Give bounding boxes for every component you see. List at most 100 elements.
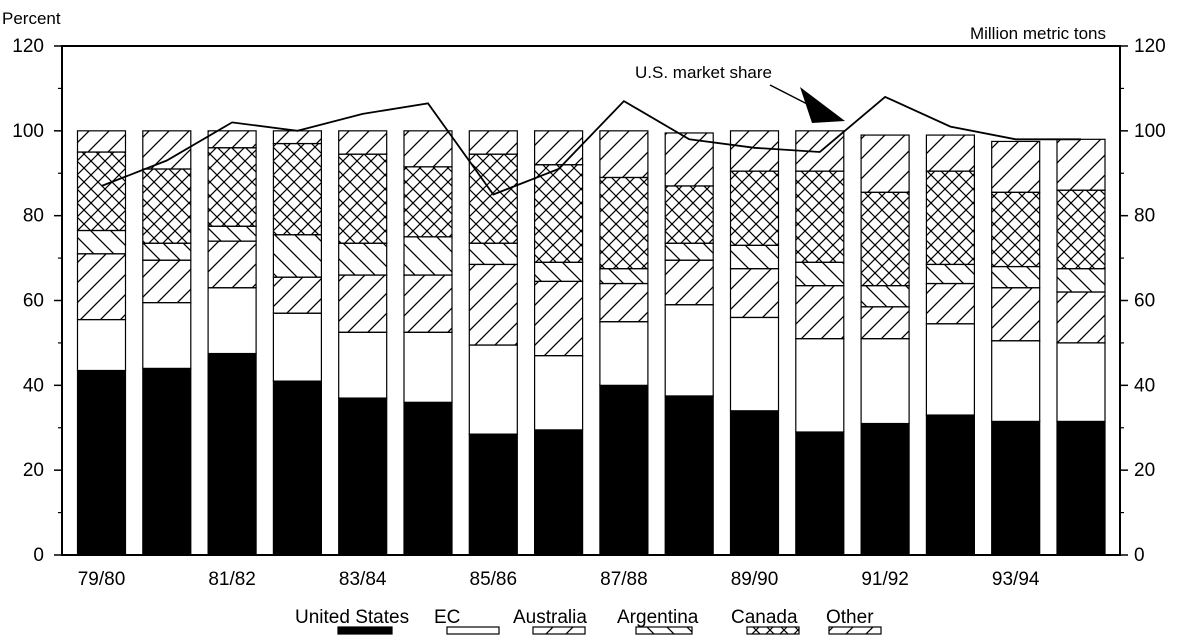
bar-segment-canada-5	[403, 166, 453, 238]
bar-segment-australia-0	[76, 253, 127, 321]
bar-segment-united-states-2	[207, 352, 257, 556]
bar-segment-other-10	[729, 130, 780, 172]
bar-segment-ec-9	[664, 304, 714, 397]
bar-segment-argentina-4	[338, 242, 388, 276]
legend-label-united-states: United States	[295, 607, 409, 628]
bar-segment-canada-7	[533, 164, 584, 263]
bars-layer	[76, 130, 1106, 556]
bar-segment-united-states-12	[860, 422, 910, 556]
bar-segment-other-0	[76, 130, 127, 153]
bar-segment-united-states-6	[468, 433, 518, 556]
bar-segment-australia-5	[403, 274, 453, 333]
bar-segment-argentina-2	[207, 225, 257, 242]
bar-segment-australia-7	[533, 280, 584, 357]
bar-segment-ec-3	[272, 312, 322, 382]
bar-segment-ec-15	[1056, 342, 1106, 422]
bar-segment-ec-8	[599, 321, 649, 386]
axis-ticks: 0 0 20 20 40 40 60 60 80 80 100 100 120 120 79/80 81/82…	[12, 36, 1165, 590]
bar-segment-argentina-10	[729, 244, 780, 270]
bar-segment-argentina-6	[468, 242, 518, 266]
right-tick-label-100: 100	[1134, 121, 1166, 142]
bar-segment-ec-11	[795, 338, 845, 433]
bar-segment-australia-1	[142, 259, 192, 304]
line-layer	[101, 95, 1081, 196]
x-tick-label-83-84: 83/84	[339, 569, 387, 590]
bar-segment-argentina-1	[142, 242, 192, 261]
bar-segment-canada-4	[338, 153, 388, 244]
bar-segment-australia-11	[795, 285, 845, 340]
bar-segment-canada-10	[729, 170, 780, 246]
bar-segment-other-7	[533, 130, 584, 166]
bar-segment-canada-8	[599, 176, 649, 270]
legend-label-argentina: Argentina	[617, 607, 699, 628]
bar-segment-other-6	[468, 130, 518, 155]
bar-segment-ec-0	[76, 318, 127, 372]
bar-segment-united-states-4	[338, 397, 388, 556]
bar-segment-canada-13	[925, 170, 976, 266]
left-tick-label-20: 20	[23, 460, 44, 481]
annotation: U.S. market share	[635, 63, 845, 123]
bar-segment-canada-15	[1056, 189, 1106, 270]
bar-segment-canada-6	[468, 153, 518, 244]
legend-swatch-ec	[446, 626, 500, 635]
bar-segment-argentina-9	[664, 242, 714, 261]
bar-segment-ec-13	[925, 323, 976, 416]
bar-segment-ec-6	[468, 344, 518, 435]
x-tick-label-89-90: 89/90	[731, 569, 779, 590]
bar-segment-ec-1	[142, 302, 192, 369]
bar-segment-argentina-13	[925, 263, 976, 285]
bar-segment-australia-3	[272, 276, 322, 314]
bar-segment-ec-5	[403, 331, 453, 403]
bar-segment-ec-14	[991, 340, 1041, 422]
right-tick-label-20: 20	[1134, 460, 1155, 481]
bar-segment-argentina-0	[76, 229, 127, 255]
bar-segment-ec-4	[338, 331, 388, 399]
bar-segment-united-states-10	[729, 410, 780, 556]
bar-segment-united-states-3	[272, 380, 322, 556]
bar-segment-united-states-0	[76, 369, 127, 556]
bar-segment-argentina-11	[795, 261, 845, 287]
annotation-us-market-share: U.S. market share	[635, 63, 772, 82]
bar-segment-canada-3	[272, 142, 322, 236]
bar-segment-argentina-14	[991, 265, 1041, 289]
bar-segment-australia-10	[729, 268, 780, 319]
left-axis-title: Percent	[2, 9, 61, 28]
bar-segment-other-14	[991, 140, 1041, 193]
bar-segment-other-2	[207, 130, 257, 149]
legend-label-australia: Australia	[513, 607, 587, 628]
bar-segment-ec-10	[729, 316, 780, 412]
right-tick-label-80: 80	[1134, 206, 1155, 227]
left-tick-label-0: 0	[33, 545, 44, 566]
right-tick-label-60: 60	[1134, 291, 1155, 312]
bar-segment-australia-8	[599, 282, 649, 323]
bar-segment-argentina-3	[272, 234, 322, 278]
x-tick-label-91-92: 91/92	[861, 569, 909, 590]
bar-segment-ec-12	[860, 338, 910, 425]
bar-segment-other-13	[925, 134, 976, 172]
bar-segment-united-states-13	[925, 414, 976, 556]
bar-segment-other-5	[403, 130, 453, 168]
bar-segment-australia-6	[468, 263, 518, 346]
x-tick-label-79-80: 79/80	[78, 569, 126, 590]
legend-swatch-other	[828, 626, 882, 635]
bar-segment-united-states-5	[403, 401, 453, 556]
bar-segment-canada-1	[142, 168, 192, 244]
bar-segment-argentina-8	[599, 268, 649, 285]
legend-label-other: Other	[826, 607, 874, 628]
bar-segment-argentina-15	[1056, 268, 1106, 293]
bar-segment-canada-9	[664, 185, 714, 244]
bar-segment-other-12	[860, 134, 910, 193]
legend: United States EC Australia Argentina Canada O…	[295, 607, 882, 635]
right-axis-title: Million metric tons	[970, 24, 1106, 43]
line-us-market-share	[101, 95, 1081, 196]
x-tick-label-81-82: 81/82	[208, 569, 256, 590]
bar-segment-australia-12	[860, 306, 910, 340]
bar-segment-other-1	[142, 130, 192, 170]
legend-label-canada: Canada	[731, 607, 798, 628]
x-tick-label-85-86: 85/86	[470, 569, 518, 590]
bar-segment-canada-14	[991, 191, 1041, 268]
bar-segment-united-states-1	[142, 367, 192, 556]
right-tick-label-0: 0	[1134, 545, 1145, 566]
bar-segment-argentina-5	[403, 236, 453, 276]
